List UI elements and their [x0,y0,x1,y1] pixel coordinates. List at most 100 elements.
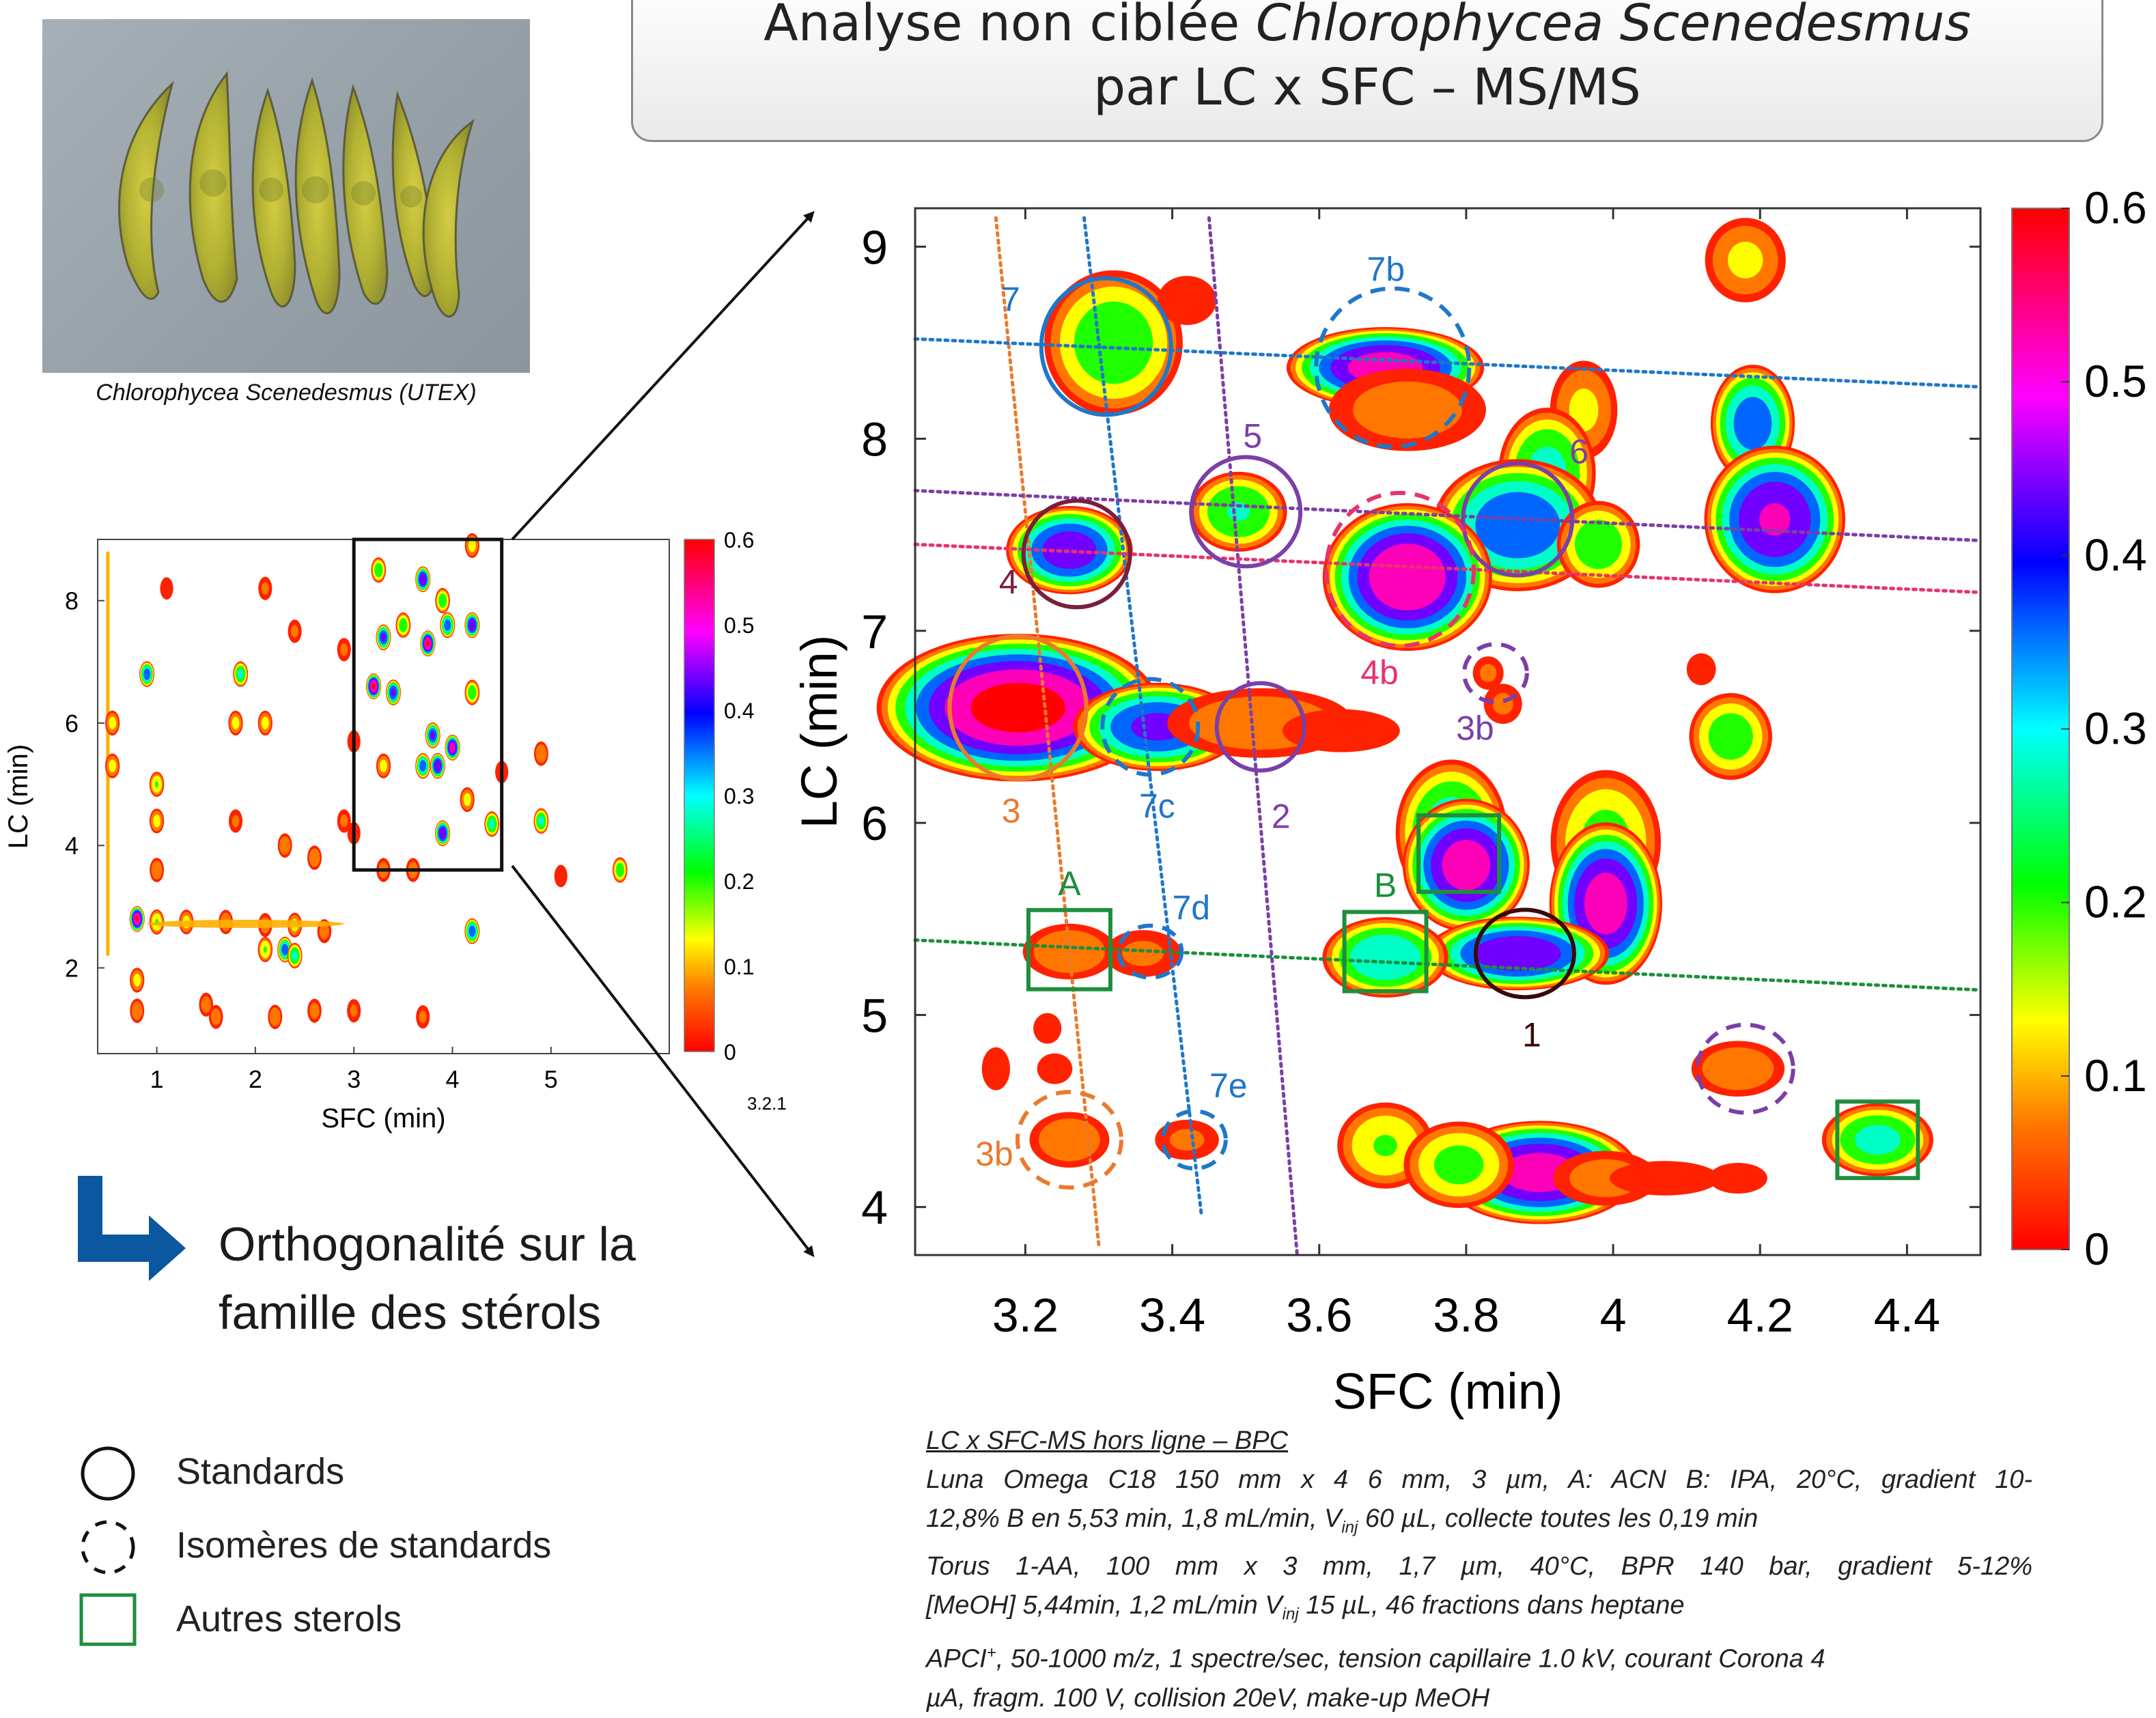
overview-zoom-box [352,537,504,872]
title-line-1-plain: Analyse non ciblée [764,0,1256,53]
overview-peak [199,992,214,1017]
zoom-annotation-label: 7 [1001,281,1020,319]
overview-peak [257,937,273,963]
overview-peak [337,809,351,833]
zoom-annotation-label: 4 [999,563,1018,601]
zoom-y-tick-label: 8 [861,413,888,466]
overview-x-axis-label: SFC (min) [321,1103,445,1133]
zoom-y-tick-label: 4 [861,1181,888,1235]
zoom-annotation-circle [1039,276,1173,417]
overview-peak [139,661,155,688]
zoom-colorbar-tick-label: 0.3 [2084,703,2147,754]
dashed-circle-icon [81,1520,135,1575]
zoom-annotation-label: A [1058,864,1081,903]
overview-peak [150,858,165,882]
zoom-contour [1574,520,1623,569]
overview-contour [419,760,427,772]
overview-peak [208,1004,223,1029]
zoom-y-tick-label: 9 [861,221,888,274]
zoom-x-tick-label: 4.2 [1727,1288,1793,1342]
overview-y-tick-label: 8 [65,587,79,615]
overview-contour [438,827,447,840]
overview-peaks [105,533,628,1030]
zoom-contour [1480,664,1497,682]
green-square-icon [79,1593,137,1646]
overview-contour [160,577,173,600]
zoom-annotation-circle [1324,490,1476,648]
overview-contour [153,815,161,828]
overview-peak [416,1005,430,1029]
zoom-trend-line [1082,216,1204,1219]
method-header: LC x SFC-MS hors ligne – BPC [926,1426,1289,1455]
zoom-contour [1474,935,1561,971]
overview-peak [228,809,243,833]
zoom-contour [1702,1047,1774,1090]
zoom-contour [1283,709,1400,752]
zoom-annotation-label: 4b [1360,653,1399,692]
overview-contour [263,946,267,953]
overview-peak [105,753,120,778]
algae-photo [42,19,530,373]
overview-peak [460,787,475,813]
zoom-x-tick-label: 3.2 [992,1288,1059,1342]
overview-contour [151,860,163,879]
method-line-4: [MeOH] 5,44min, 1,2 mL/min Vinj 15 µL, 4… [926,1586,2032,1634]
orthogonality-line-1: Orthogonalité sur la [219,1217,636,1271]
zoom-colorbar-tick-label: 0.4 [2084,529,2147,580]
zoom-contour [970,683,1065,733]
overview-colorbar-ticks: 0 0.1 0.2 0.3 0.4 0.5 0.6 [724,528,754,1065]
overview-contour [419,1010,427,1024]
overview-contour [232,815,240,828]
zoom-x-tick-label: 4.4 [1874,1288,1940,1342]
zoom-y-tick-label: 7 [861,605,888,658]
zoom-peak [1322,503,1492,651]
zoom-contour [1708,713,1753,760]
zoom-annotation-circle [1473,907,1576,1000]
legend-label-other-sterols: Autres sterols [176,1599,402,1639]
overview-peak [149,909,165,935]
overview-contour [535,744,547,763]
zoom-annotation-square [1835,1099,1920,1181]
overview-colorbar-tick-label: 0.1 [724,955,754,979]
zoom-peak [1155,1119,1219,1160]
zoom-contour [1353,381,1462,439]
zoom-annotation-label: 7d [1172,889,1210,927]
zoom-contour [1373,1135,1397,1157]
zoom-contour [1584,873,1627,935]
overview-contour [133,974,141,987]
method-line-4-sub: inj [1282,1605,1299,1624]
overview-peak [307,845,322,871]
overview-contour [449,742,456,752]
zoom-annotation-label: 6 [1569,433,1588,471]
zoom-peak [1686,653,1716,686]
zoom-peak [1033,1013,1062,1044]
overview-peak [430,752,445,779]
overview-peak [612,857,628,883]
zoom-chart: 7 7b 5 6 4 4b 3b 3 7c 2 A 7d B 1 7e 3b 3.2 3.4 3.6 3.8 4 4.2… [791,182,2147,1420]
zoom-colorbar-tick-label: 0.5 [2084,356,2147,406]
method-line-5-b: , 50-1000 m/z, 1 spectre/sec, tension ca… [996,1644,1825,1674]
zoom-peak [1426,916,1610,991]
overview-peak [277,833,292,858]
zoom-annotation-label: 2 [1272,797,1291,835]
method-line-2-sub: inj [1341,1518,1358,1537]
overview-colorbar-tick-label: 0.4 [724,699,754,723]
overview-y-axis-label: LC (min) [3,744,33,849]
overview-contour [434,759,442,772]
zoom-peak [1472,656,1504,690]
zoom-annotation-label: B [1374,867,1397,905]
zoom-x-tick-label: 3.6 [1286,1288,1352,1342]
overview-peak [228,710,243,736]
overview-peak [257,710,272,736]
zoom-annotation-label: 7b [1367,250,1405,288]
zoom-x-axis-label: SFC (min) [1332,1363,1563,1420]
overview-contour [319,923,330,940]
zoom-contour [1158,276,1217,325]
zoom-annotation-circle [1117,923,1184,980]
overview-contour [340,643,348,656]
zoom-trend-line [994,216,1101,1248]
overview-contour [309,1002,320,1019]
zoom-annotation-label: 7c [1139,787,1175,825]
overview-peak [435,588,450,614]
